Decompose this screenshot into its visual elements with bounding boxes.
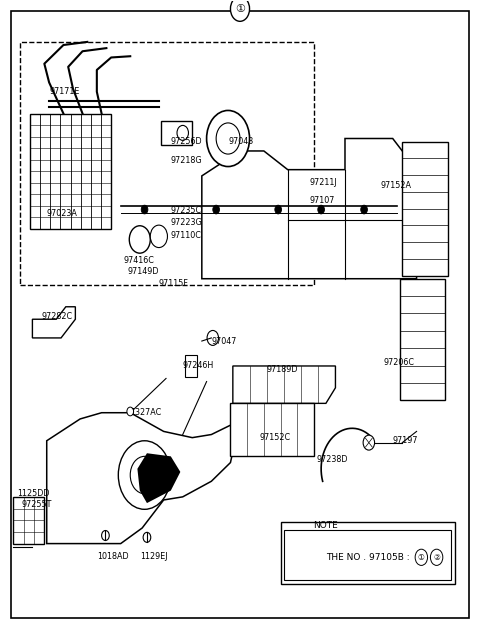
Text: 1018AD: 1018AD (97, 552, 129, 560)
Text: ~: ~ (428, 553, 435, 562)
Text: 97152A: 97152A (381, 181, 412, 190)
Text: 97043: 97043 (228, 137, 253, 146)
Text: 97149D: 97149D (128, 267, 159, 275)
Circle shape (275, 205, 281, 214)
Text: 97107: 97107 (309, 197, 335, 205)
Bar (400, 279, 445, 400)
Text: ①: ① (418, 553, 425, 562)
Bar (30, 113, 111, 229)
Circle shape (102, 530, 109, 540)
Circle shape (177, 125, 189, 140)
Circle shape (207, 331, 218, 346)
Circle shape (150, 225, 168, 247)
Text: NOTE: NOTE (313, 521, 338, 530)
Circle shape (216, 123, 240, 154)
Bar (230, 403, 314, 456)
Bar (284, 530, 451, 580)
Circle shape (318, 205, 324, 214)
Text: 1129EJ: 1129EJ (140, 552, 168, 560)
Circle shape (213, 205, 219, 214)
Text: 97115F: 97115F (159, 279, 189, 287)
Bar (21, 42, 314, 285)
Text: 97235C: 97235C (171, 206, 202, 215)
Text: THE NO . 97105B :: THE NO . 97105B : (325, 553, 409, 562)
Circle shape (206, 110, 250, 167)
Text: 97206C: 97206C (383, 358, 414, 367)
Bar (13, 497, 44, 543)
Text: 97189D: 97189D (266, 364, 298, 374)
Text: 97197: 97197 (393, 436, 418, 445)
Circle shape (129, 226, 150, 253)
Circle shape (431, 549, 443, 565)
Circle shape (127, 407, 133, 416)
Text: 97152C: 97152C (259, 433, 290, 442)
Text: 97047: 97047 (211, 337, 237, 346)
Text: 97171E: 97171E (49, 87, 80, 96)
Text: 97238D: 97238D (316, 455, 348, 464)
Polygon shape (47, 413, 235, 543)
Text: ②: ② (433, 553, 440, 562)
Text: 97218G: 97218G (171, 156, 203, 165)
Circle shape (143, 532, 151, 542)
Circle shape (141, 205, 148, 214)
Circle shape (361, 205, 367, 214)
Text: 97211J: 97211J (309, 178, 337, 187)
Text: 97023A: 97023A (47, 209, 78, 218)
Bar (185, 355, 197, 377)
Bar (402, 141, 447, 275)
Text: 97246H: 97246H (183, 361, 214, 371)
Bar (161, 121, 192, 145)
Text: 97282C: 97282C (42, 312, 73, 321)
Polygon shape (233, 366, 336, 403)
Text: 1125DD: 1125DD (17, 490, 49, 498)
Circle shape (363, 435, 374, 450)
Text: 97256D: 97256D (171, 137, 203, 146)
Polygon shape (137, 453, 180, 503)
Polygon shape (202, 138, 417, 279)
FancyBboxPatch shape (281, 522, 455, 584)
Circle shape (415, 549, 428, 565)
Text: 97223G: 97223G (171, 218, 203, 227)
Text: 97255T: 97255T (22, 500, 52, 510)
Text: ①: ① (235, 4, 245, 14)
Circle shape (230, 0, 250, 21)
Circle shape (118, 441, 171, 510)
Circle shape (130, 456, 159, 494)
Polygon shape (33, 307, 75, 338)
Text: 97110C: 97110C (171, 230, 202, 240)
Text: 1327AC: 1327AC (130, 408, 161, 417)
Text: 97416C: 97416C (123, 255, 154, 265)
